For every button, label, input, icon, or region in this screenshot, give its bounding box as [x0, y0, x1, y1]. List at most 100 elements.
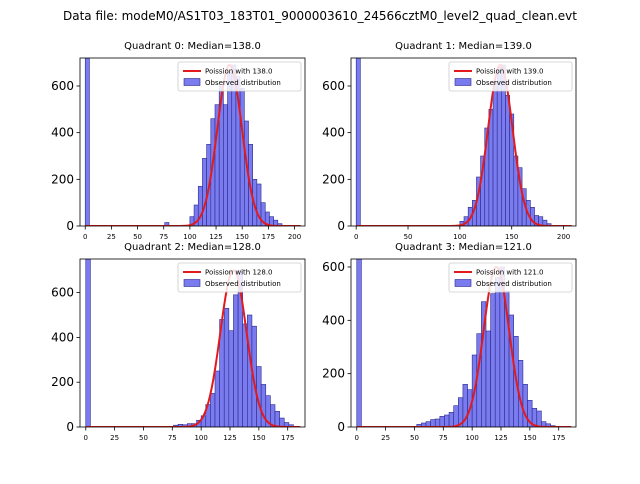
legend-curve-label: Poission with 128.0 [205, 269, 273, 277]
histogram-bar [227, 71, 233, 226]
x-tick-label: 75 [159, 233, 168, 241]
legend: Poission with 139.0 Observed distribution [448, 61, 573, 92]
y-tick-label: 600 [322, 260, 345, 274]
histogram-bar [288, 424, 294, 427]
poisson-curve [85, 269, 301, 427]
histogram-bar [223, 307, 230, 427]
histogram-bar [434, 418, 441, 427]
y-tick-label: 0 [66, 420, 74, 434]
x-tick-label: 25 [110, 434, 119, 442]
histogram-bar [84, 58, 90, 226]
legend-bars-swatch [183, 78, 201, 86]
x-tick-label: 0 [354, 233, 358, 241]
x-tick-label: 100 [183, 233, 196, 241]
axes-frame [350, 57, 577, 227]
y-tick-label: 400 [322, 126, 345, 140]
quadrant-title: Quadrant 1: Median=139.0 [395, 41, 532, 52]
y-tick-label: 0 [337, 420, 345, 434]
poisson-curve [85, 64, 301, 226]
x-tick-label: 150 [236, 233, 249, 241]
histogram-bar [223, 104, 228, 226]
quadrant-title: Quadrant 2: Median=128.0 [124, 242, 261, 253]
x-tick-label: 100 [194, 434, 207, 442]
quadrant-0-chart: Quadrant 0: Median=138.0 0 25 50 75 100 125 150… [51, 41, 306, 241]
histogram-bar [546, 223, 552, 226]
x-tick-label: 200 [557, 233, 570, 241]
histogram-bar [164, 222, 170, 226]
histogram-bar [277, 223, 283, 226]
axes-frame [79, 57, 306, 227]
x-tick-label: 100 [453, 233, 466, 241]
x-tick-label: 50 [410, 434, 419, 442]
poisson-curve [356, 265, 572, 427]
y-tick-label: 200 [51, 172, 74, 186]
histogram-bar [228, 330, 234, 427]
x-tick-label: 25 [107, 233, 116, 241]
x-tick-label: 0 [355, 434, 359, 442]
histogram-bar [239, 88, 245, 226]
poisson-curve [356, 63, 572, 226]
legend-curve-label: Poission with 121.0 [476, 269, 544, 277]
y-tick-label: 600 [322, 79, 345, 93]
histogram-bar [356, 259, 362, 427]
y-tick-label: 600 [51, 79, 74, 93]
x-tick-label: 50 [133, 233, 142, 241]
histogram-bar [522, 384, 528, 427]
y-tick-label: 200 [322, 172, 345, 186]
axes-frame [79, 258, 306, 428]
quadrant-1-chart: Quadrant 1: Median=139.0 0 50 100 150 200 0 200… [322, 41, 577, 241]
histogram-bar [485, 330, 491, 427]
histogram-bar [488, 109, 494, 226]
quadrant-title: Quadrant 0: Median=138.0 [124, 41, 261, 52]
legend-bars-swatch [183, 279, 201, 287]
quadrant-2-chart: Quadrant 2: Median=128.0 0 25 50 75 100 125 150… [51, 242, 306, 442]
x-tick-label: 75 [439, 434, 448, 442]
x-tick-label: 175 [552, 434, 565, 442]
histogram-bar [536, 410, 542, 427]
histogram-bar [490, 293, 496, 427]
histogram-bar [439, 416, 445, 427]
legend-box [448, 61, 573, 92]
histogram-bar [260, 384, 267, 427]
y-tick-label: 200 [322, 367, 345, 381]
histogram-bar [448, 412, 454, 427]
legend-box [177, 262, 302, 293]
figure-title: Data file: modeM0/AS1T03_183T01_90000036… [63, 9, 577, 23]
histogram-bar [542, 219, 548, 226]
legend-curve-label: Poission with 138.0 [205, 68, 273, 76]
histogram-bar [453, 405, 459, 427]
y-tick-label: 0 [337, 219, 345, 233]
histogram-bar [494, 277, 501, 427]
axes-frame [350, 258, 577, 428]
legend-bars-swatch [454, 279, 472, 287]
legend-curve-label: Poission with 139.0 [476, 68, 544, 76]
x-tick-label: 0 [83, 233, 87, 241]
x-tick-label: 200 [288, 233, 301, 241]
y-tick-label: 200 [51, 375, 74, 389]
x-tick-label: 150 [505, 233, 518, 241]
legend: Poission with 138.0 Observed distribution [177, 61, 302, 92]
x-tick-label: 125 [223, 434, 236, 442]
x-tick-label: 100 [465, 434, 478, 442]
histogram-bar [274, 411, 280, 427]
histogram-bar [273, 219, 279, 226]
legend-box [177, 61, 302, 92]
histogram-bar [430, 419, 436, 427]
x-tick-label: 150 [252, 434, 265, 442]
x-tick-label: 150 [523, 434, 536, 442]
y-tick-label: 400 [322, 313, 345, 327]
x-tick-label: 175 [281, 434, 294, 442]
x-tick-label: 0 [84, 434, 88, 442]
histogram-bars [356, 259, 556, 427]
histogram-bar [233, 294, 239, 427]
x-tick-label: 125 [209, 233, 222, 241]
legend-bars-label: Observed distribution [476, 280, 552, 288]
x-tick-label: 175 [262, 233, 275, 241]
legend-bars-label: Observed distribution [205, 280, 281, 288]
legend-bars-swatch [454, 78, 472, 86]
y-tick-label: 0 [66, 219, 74, 233]
y-tick-label: 600 [51, 286, 74, 300]
histogram-bar [355, 58, 361, 226]
